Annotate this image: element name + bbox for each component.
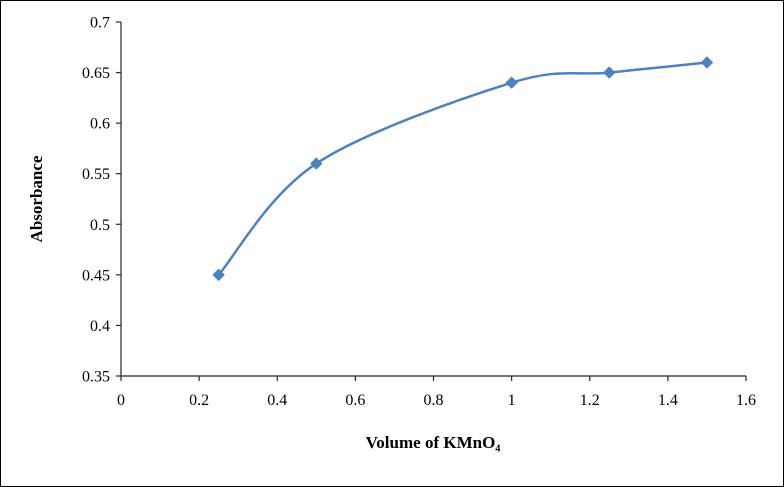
y-tick-label: 0.45 <box>82 267 110 284</box>
x-tick-label: 1.4 <box>658 392 678 409</box>
y-tick-label: 0.55 <box>82 166 110 183</box>
y-tick-label: 0.5 <box>90 217 110 234</box>
y-tick-label: 0.6 <box>90 116 110 133</box>
x-tick-label: 1.2 <box>580 392 600 409</box>
x-tick-label: 0.8 <box>424 392 444 409</box>
data-point-marker <box>603 66 616 79</box>
x-axis-title: Volume of KMnO₄ <box>365 433 501 452</box>
x-tick-label: 1.6 <box>736 392 756 409</box>
data-point-marker <box>310 157 323 170</box>
data-point-marker <box>505 76 518 89</box>
y-tick-label: 0.35 <box>82 369 110 386</box>
x-tick-label: 0.6 <box>345 392 365 409</box>
x-tick-label: 0.2 <box>189 392 209 409</box>
x-tick-label: 0 <box>117 392 125 409</box>
x-tick-label: 0.4 <box>267 392 287 409</box>
series-line <box>217 61 709 277</box>
data-point-marker <box>212 268 225 282</box>
y-tick-label: 0.4 <box>90 318 110 335</box>
x-tick-label: 1 <box>508 392 516 409</box>
data-point-marker <box>700 56 714 69</box>
y-tick-label: 0.7 <box>90 15 110 32</box>
y-tick-label: 0.65 <box>82 65 110 82</box>
